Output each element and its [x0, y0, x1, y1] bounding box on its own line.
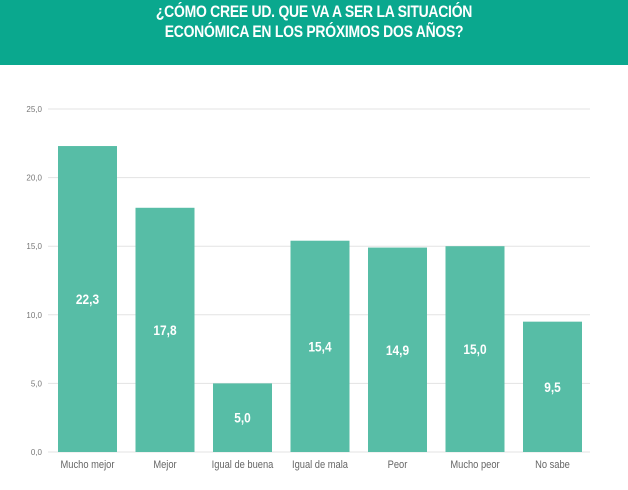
data-label: 14,9: [386, 342, 409, 358]
x-tick-label: Mucho peor: [450, 459, 500, 471]
bar: [58, 146, 117, 452]
data-label: 15,0: [463, 341, 486, 357]
x-tick-label: No sabe: [535, 459, 570, 471]
chart-title-line-1: ¿CÓMO CREE UD. QUE VA A SER LA SITUACIÓN: [155, 2, 473, 21]
data-label: 22,3: [76, 291, 99, 307]
y-tick-label: 25,0: [26, 105, 42, 114]
bar: [290, 240, 350, 452]
title-banner: ¿CÓMO CREE UD. QUE VA A SER LA SITUACIÓN…: [0, 0, 628, 65]
data-label: 17,8: [153, 322, 176, 338]
y-tick-label: 15,0: [26, 242, 42, 251]
x-tick-label: Mucho mejor: [61, 459, 115, 471]
bar: [135, 207, 195, 452]
data-label: 9,5: [544, 379, 561, 395]
bar: [213, 383, 272, 452]
data-label: 15,4: [308, 338, 332, 354]
y-tick-label: 20,0: [26, 174, 42, 183]
y-tick-label: 10,0: [26, 311, 42, 320]
x-tick-label: Igual de mala: [292, 459, 348, 471]
bar: [523, 321, 582, 452]
y-tick-label: 5,0: [31, 379, 43, 388]
data-label: 5,0: [234, 410, 251, 426]
y-tick-label: 0,0: [31, 448, 43, 457]
x-tick-label: Mejor: [153, 459, 177, 471]
bar: [368, 247, 427, 452]
x-tick-label: Peor: [388, 459, 408, 471]
chart-title-line-2: ECONÓMICA EN LOS PRÓXIMOS DOS AÑOS?: [164, 22, 464, 41]
x-tick-label: Igual de buena: [212, 459, 274, 471]
bar: [445, 246, 505, 452]
